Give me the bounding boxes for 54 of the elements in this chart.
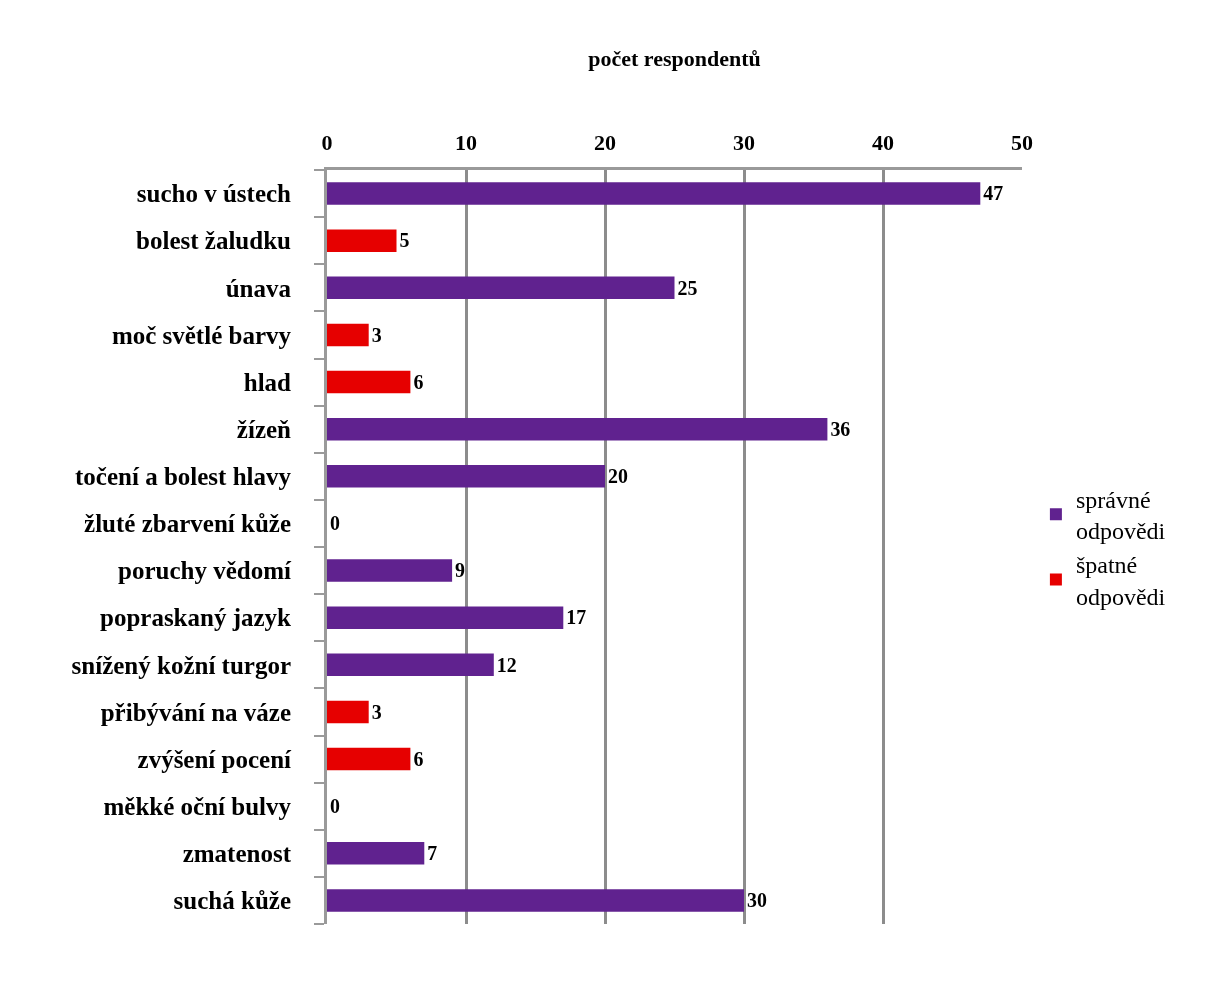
y-tick-label: hlad	[243, 368, 292, 396]
x-tick-label: 10	[455, 130, 477, 156]
y-tick-label: suchá kůže	[173, 887, 291, 915]
bar	[327, 276, 675, 300]
y-tick-label: snížený kožní turgor	[71, 651, 291, 679]
bar	[327, 182, 981, 205]
data-label: 30	[747, 889, 767, 912]
y-tick-label: měkké oční bulvy	[103, 792, 292, 820]
data-label: 0	[330, 512, 340, 535]
data-label: 7	[427, 842, 438, 865]
x-tick-label: 30	[733, 130, 755, 156]
y-tick-label: zvýšení pocení	[137, 745, 293, 773]
bar	[327, 842, 425, 865]
bar	[327, 606, 564, 629]
bar	[327, 417, 828, 441]
bar	[327, 229, 397, 252]
data-label: 17	[566, 606, 587, 629]
bar	[327, 889, 744, 912]
y-tick-label: přibývání na váze	[100, 698, 291, 726]
x-axis-title: počet respondentů	[588, 46, 761, 71]
data-label: 6	[413, 370, 424, 393]
y-tick-label: poruchy vědomí	[118, 557, 293, 585]
bar	[327, 370, 411, 394]
data-label: 6	[413, 747, 424, 770]
data-label: 0	[330, 794, 340, 817]
data-label: 20	[608, 465, 628, 488]
bar	[327, 653, 494, 677]
y-tick-label: žízeň	[236, 415, 292, 443]
x-tick-label: 20	[594, 130, 616, 156]
data-label: 3	[371, 323, 382, 346]
data-label: 9	[455, 559, 466, 582]
x-tick-label: 0	[321, 130, 333, 156]
bar	[327, 747, 411, 771]
data-label: 3	[371, 700, 382, 723]
legend-label: špatné odpovědi	[1075, 552, 1166, 610]
data-label: 25	[677, 276, 698, 299]
x-tick-label: 50	[1011, 130, 1033, 156]
bar	[327, 559, 453, 582]
y-tick-label: zmatenost	[182, 840, 292, 868]
y-tick-label: únava	[225, 274, 292, 302]
y-tick-label: sucho v ústech	[136, 180, 292, 208]
bar	[327, 465, 605, 488]
y-tick-label: točení a bolest hlavy	[75, 463, 292, 491]
y-tick-label: popraskaný jazyk	[99, 604, 292, 632]
y-tick-label: bolest žaludku	[136, 227, 292, 255]
bar	[327, 323, 369, 347]
bar	[327, 700, 369, 724]
data-label: 36	[830, 417, 851, 440]
y-tick-label: žluté zbarvení kůže	[84, 510, 291, 538]
data-label: 12	[496, 653, 517, 676]
data-label: 5	[399, 229, 410, 252]
data-label: 47	[983, 182, 1004, 205]
x-tick-label: 40	[872, 130, 894, 156]
y-tick-label: moč světlé barvy	[111, 321, 292, 349]
